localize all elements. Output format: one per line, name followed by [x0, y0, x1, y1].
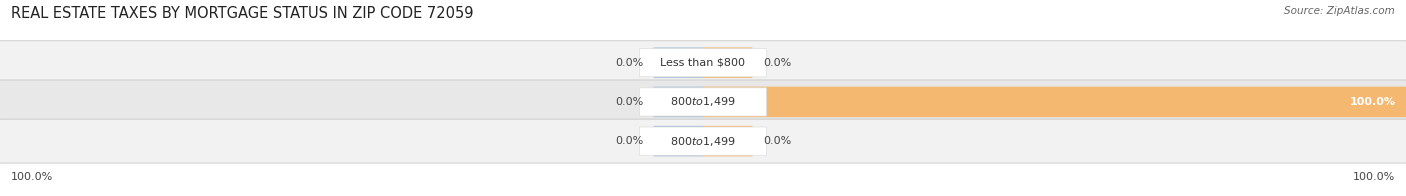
FancyBboxPatch shape — [640, 49, 766, 77]
FancyBboxPatch shape — [640, 127, 766, 155]
Text: 100.0%: 100.0% — [1353, 172, 1395, 182]
Text: 0.0%: 0.0% — [614, 97, 644, 107]
FancyBboxPatch shape — [703, 126, 752, 156]
Text: 100.0%: 100.0% — [1350, 97, 1395, 107]
FancyBboxPatch shape — [654, 126, 703, 156]
Text: $800 to $1,499: $800 to $1,499 — [671, 135, 735, 148]
Text: 0.0%: 0.0% — [614, 58, 644, 68]
FancyBboxPatch shape — [654, 87, 703, 117]
Text: REAL ESTATE TAXES BY MORTGAGE STATUS IN ZIP CODE 72059: REAL ESTATE TAXES BY MORTGAGE STATUS IN … — [11, 6, 474, 21]
FancyBboxPatch shape — [0, 80, 1406, 124]
FancyBboxPatch shape — [703, 47, 752, 78]
Text: 100.0%: 100.0% — [11, 172, 53, 182]
Text: Less than $800: Less than $800 — [661, 58, 745, 68]
Text: Source: ZipAtlas.com: Source: ZipAtlas.com — [1284, 6, 1395, 16]
FancyBboxPatch shape — [654, 47, 703, 78]
Text: $800 to $1,499: $800 to $1,499 — [671, 95, 735, 108]
Text: 0.0%: 0.0% — [762, 136, 792, 146]
FancyBboxPatch shape — [703, 87, 1406, 117]
Text: 0.0%: 0.0% — [614, 136, 644, 146]
Text: 0.0%: 0.0% — [762, 58, 792, 68]
FancyBboxPatch shape — [0, 119, 1406, 163]
FancyBboxPatch shape — [0, 41, 1406, 85]
FancyBboxPatch shape — [640, 88, 766, 116]
